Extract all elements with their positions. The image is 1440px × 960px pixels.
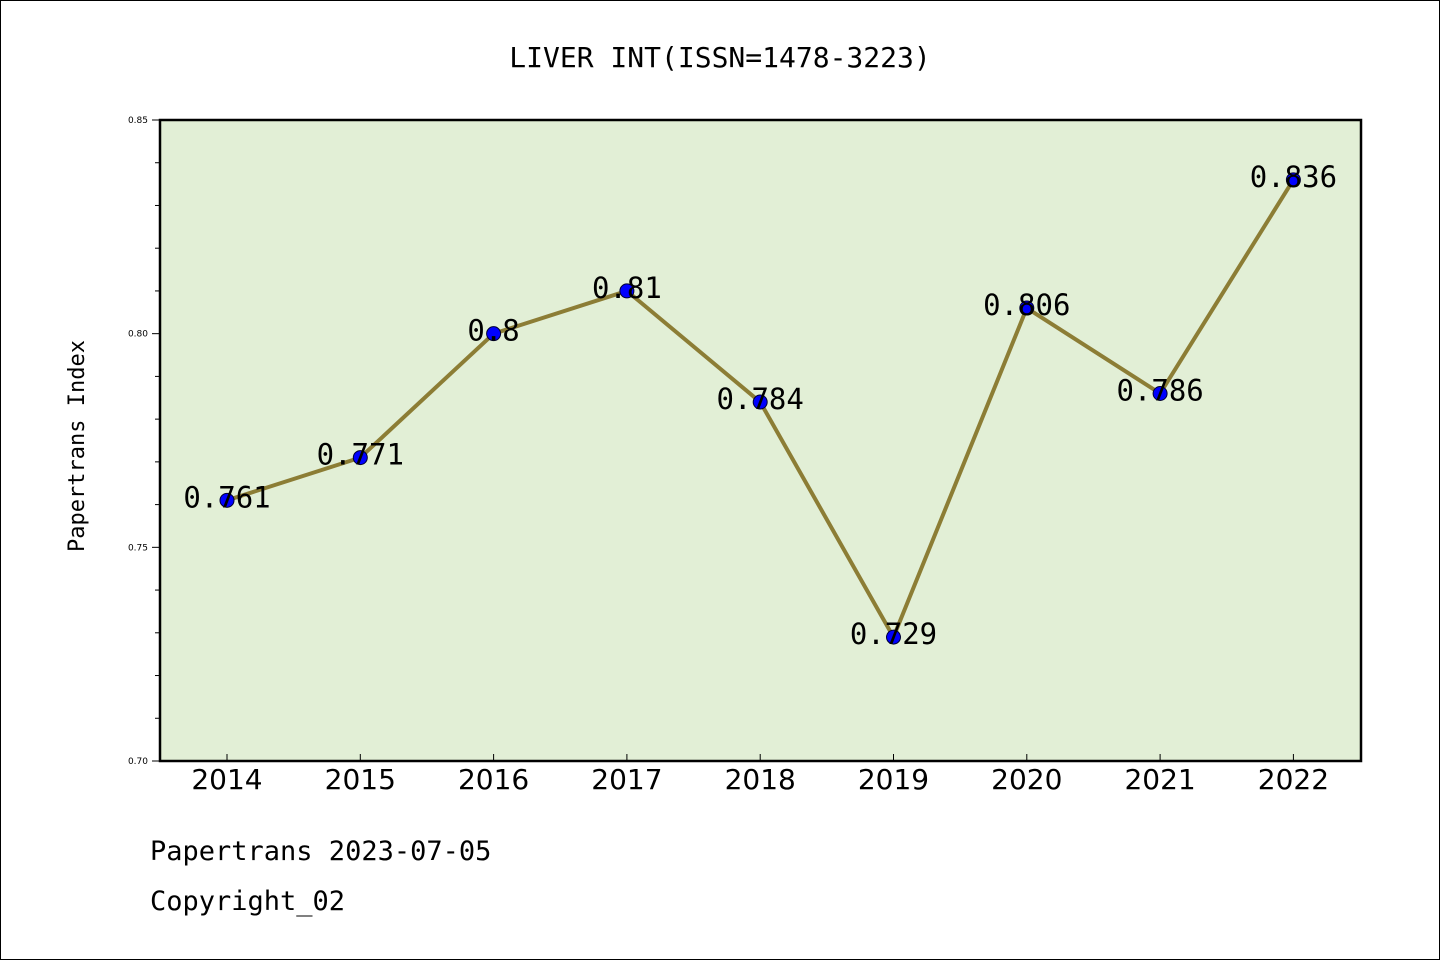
x-tick-label: 2022 [1258, 763, 1329, 796]
data-point [1019, 300, 1035, 316]
data-point [1285, 172, 1301, 188]
y-tick-label: 0.85 [128, 116, 148, 126]
series-papertrans-index [219, 172, 1301, 645]
x-tick-label: 2014 [191, 763, 262, 796]
y-axis-label: Papertrans Index [65, 340, 90, 552]
y-tick-label: 0.80 [128, 330, 148, 340]
x-tick-label: 2020 [991, 763, 1062, 796]
data-label: 0.784 [717, 382, 804, 416]
data-point [352, 450, 368, 466]
x-tick-label: 2018 [725, 763, 796, 796]
y-tick-label: 0.75 [128, 543, 148, 553]
x-tick-label: 2015 [325, 763, 396, 796]
data-point [486, 326, 502, 342]
data-point [1152, 385, 1168, 401]
data-label: 0.786 [1116, 373, 1203, 407]
data-point [619, 283, 635, 299]
x-tick-label: 2019 [858, 763, 929, 796]
data-labels: 0.761 0.771 0.8 0.81 0.784 0.729 0.806 0.786 0.8… [183, 160, 1337, 651]
data-label: 0.761 [183, 480, 270, 514]
data-point [886, 629, 901, 645]
footer-date: Papertrans 2023-07-05 [150, 836, 492, 867]
data-label: 0.836 [1250, 160, 1337, 194]
plot-area [158, 118, 1363, 763]
data-label: 0.771 [317, 438, 404, 472]
data-label: 0.8 [467, 314, 519, 348]
y-tick-label: 0.70 [128, 757, 148, 767]
data-point [752, 394, 768, 410]
x-tick-label: 2021 [1124, 763, 1195, 796]
data-label: 0.806 [983, 288, 1070, 322]
y-axis: 0.70 0.75 0.80 0.85 [128, 116, 160, 767]
x-tick-label: 2017 [591, 763, 662, 796]
x-tick-label: 2016 [458, 763, 529, 796]
data-label: 0.729 [850, 617, 937, 651]
data-point [219, 492, 235, 508]
data-label: 0.81 [592, 271, 662, 305]
x-axis: 2014 2015 2016 2017 2018 2019 2020 2021 2022 [191, 754, 1329, 796]
footer-copyright: Copyright_02 [150, 886, 346, 917]
chart-title: LIVER INT(ISSN=1478-3223) [509, 41, 930, 74]
